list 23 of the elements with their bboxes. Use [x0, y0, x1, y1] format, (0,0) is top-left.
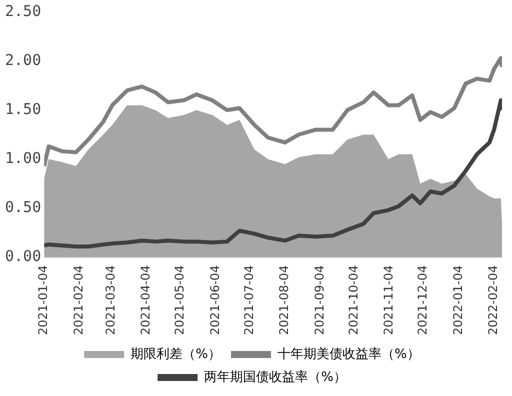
- x-tick-label: 2021-10-04: [346, 265, 360, 336]
- y-tick-label: 1.00: [5, 149, 42, 168]
- y-tick-label: 2.50: [5, 2, 42, 20]
- x-tick-label: 2021-03-04: [103, 265, 118, 336]
- x-tick-label: 2021-07-04: [242, 265, 256, 336]
- x-tick-label: 2021-09-04: [312, 265, 326, 336]
- legend-label: 两年期国债收益率（%）: [204, 368, 346, 385]
- x-tick-label: 2021-05-04: [172, 265, 187, 336]
- x-tick-label: 2021-04-04: [138, 265, 153, 336]
- x-tick-label: 2022-01-04: [450, 265, 465, 336]
- x-tick-label: 2021-02-04: [71, 265, 86, 336]
- x-tick-label: 2021-06-04: [208, 265, 222, 336]
- x-tick-label: 2021-11-04: [382, 265, 396, 336]
- x-tick-label: 2021-12-04: [416, 265, 430, 336]
- x-tick-label: 2021-08-04: [277, 265, 292, 336]
- y-tick-label: 0.00: [5, 247, 42, 266]
- y-tick-label: 2.00: [5, 50, 42, 69]
- legend-label: 十年期美债收益率（%）: [278, 346, 420, 362]
- x-tick-label: 2022-02-04: [486, 265, 500, 336]
- y-tick-label: 1.50: [5, 100, 42, 118]
- legend-label: 期限利差（%）: [130, 346, 222, 362]
- y-tick-label: 0.50: [5, 198, 42, 216]
- x-tick-label: 2021-01-04: [36, 265, 50, 336]
